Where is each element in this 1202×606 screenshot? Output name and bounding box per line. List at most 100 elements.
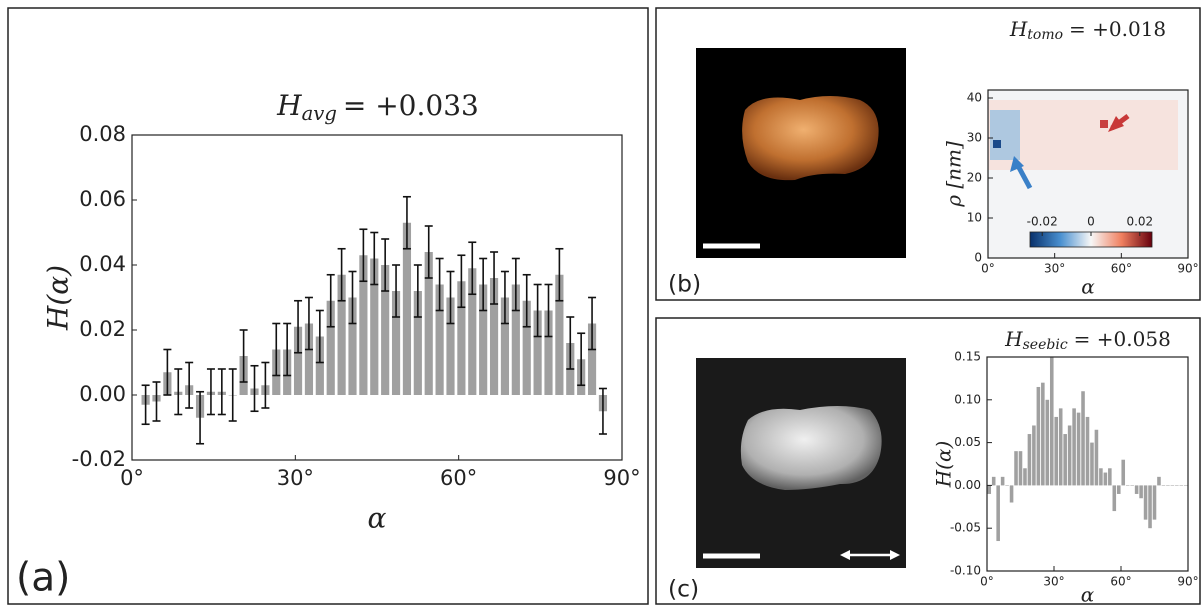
bar [468, 268, 477, 395]
bar [457, 281, 466, 395]
bar [500, 297, 510, 395]
y-axis-label: H(α) [42, 265, 75, 331]
panel-label: (c) [668, 575, 699, 603]
bar [1072, 408, 1076, 486]
chart-title: Havg = +0.033 [276, 89, 479, 125]
bar [1036, 386, 1041, 486]
x-tick-label: 60° [1111, 261, 1132, 275]
x-axis-label: α [1081, 583, 1095, 606]
bar [1125, 485, 1130, 486]
bar [337, 274, 346, 395]
x-tick-label: 30° [1043, 574, 1064, 588]
y-tick-label: 30 [967, 131, 982, 145]
title-symbol: H [276, 89, 302, 122]
bar [1116, 485, 1121, 494]
axes-box [986, 356, 1189, 572]
bar [326, 300, 335, 395]
y-axis-label: ρ [nm] [942, 141, 966, 208]
colorbar-tick-label: 0.02 [1126, 215, 1153, 229]
bar [533, 310, 542, 395]
bar [315, 336, 324, 395]
panel-border [655, 317, 1201, 605]
bar [1121, 459, 1126, 486]
panel-label: (b) [668, 270, 701, 298]
x-tick-label: 0° [980, 574, 994, 588]
bar [1023, 468, 1027, 486]
y-tick-label: 0.02 [79, 317, 126, 341]
bar [1054, 416, 1059, 486]
colorbar-tick-label: 0 [1087, 215, 1095, 229]
bar [991, 476, 996, 486]
x-tick-label: 60° [440, 466, 477, 490]
bar [293, 326, 303, 395]
y-tick-label: 0.05 [954, 435, 981, 449]
y-tick-label: -0.10 [950, 564, 981, 578]
bar [1058, 408, 1063, 486]
bar [381, 265, 390, 395]
axes-box [131, 134, 623, 461]
heatmap-region [993, 140, 1001, 148]
bar [987, 485, 992, 494]
particle [740, 406, 882, 490]
bar [479, 284, 488, 395]
axes-box [987, 89, 1189, 259]
bar [1166, 485, 1170, 486]
bar [446, 297, 455, 395]
chart-title: Htomo = +0.018 [1009, 17, 1166, 44]
heatmap-region [990, 110, 1020, 160]
y-tick-label: 0 [974, 251, 982, 265]
bar [1000, 476, 1005, 486]
bar [1170, 485, 1175, 486]
bar [1183, 485, 1188, 486]
x-tick-label: 0° [981, 261, 995, 275]
x-axis-label: α [368, 502, 387, 535]
x-tick-label: 90° [603, 466, 640, 490]
arrow-head [840, 550, 850, 560]
x-tick-label: 30° [277, 466, 314, 490]
y-tick-label: 0.15 [954, 350, 981, 364]
panel-border [7, 7, 649, 605]
bar [1175, 485, 1179, 486]
bar [1108, 468, 1112, 486]
bar [1032, 425, 1036, 486]
chart-title: Hseebic = +0.058 [1004, 327, 1171, 354]
y-tick-label: -0.05 [950, 521, 981, 535]
x-tick-label: 30° [1044, 261, 1065, 275]
bar [424, 252, 433, 395]
particle [742, 96, 879, 181]
y-tick-label: 0.10 [954, 392, 981, 406]
y-tick-label: 40 [967, 91, 982, 105]
bar [1005, 485, 1009, 486]
bar [1134, 485, 1139, 494]
bar [1103, 472, 1108, 486]
y-tick-label: 0.08 [79, 122, 126, 146]
title-symbol: H [1009, 17, 1028, 41]
heatmap-region [1100, 120, 1108, 128]
panel-border [655, 7, 1201, 301]
x-tick-label: 0° [120, 466, 144, 490]
y-tick-label: 0.00 [79, 382, 126, 406]
y-tick-label: 10 [967, 211, 982, 225]
y-tick-label: 0.06 [79, 187, 126, 211]
bar [1112, 485, 1117, 512]
title-symbol: H [1004, 327, 1023, 351]
colorbar-tick-label: -0.02 [1027, 215, 1058, 229]
panel-label: (a) [16, 556, 70, 601]
bar [1179, 485, 1184, 486]
bar [1009, 485, 1014, 503]
title-subscript: seebic [1023, 337, 1068, 353]
bar [1027, 434, 1032, 486]
bar [1099, 468, 1103, 486]
bar [1041, 382, 1045, 486]
bar [1076, 412, 1081, 486]
bar [359, 255, 368, 395]
bar [413, 291, 422, 395]
bar [1094, 429, 1099, 486]
y-tick-label: 20 [967, 171, 982, 185]
bar [1148, 485, 1152, 529]
bar [1085, 416, 1090, 486]
arrow-head [1010, 156, 1024, 172]
bar [587, 323, 597, 395]
bar [391, 291, 401, 395]
bar [555, 274, 564, 395]
